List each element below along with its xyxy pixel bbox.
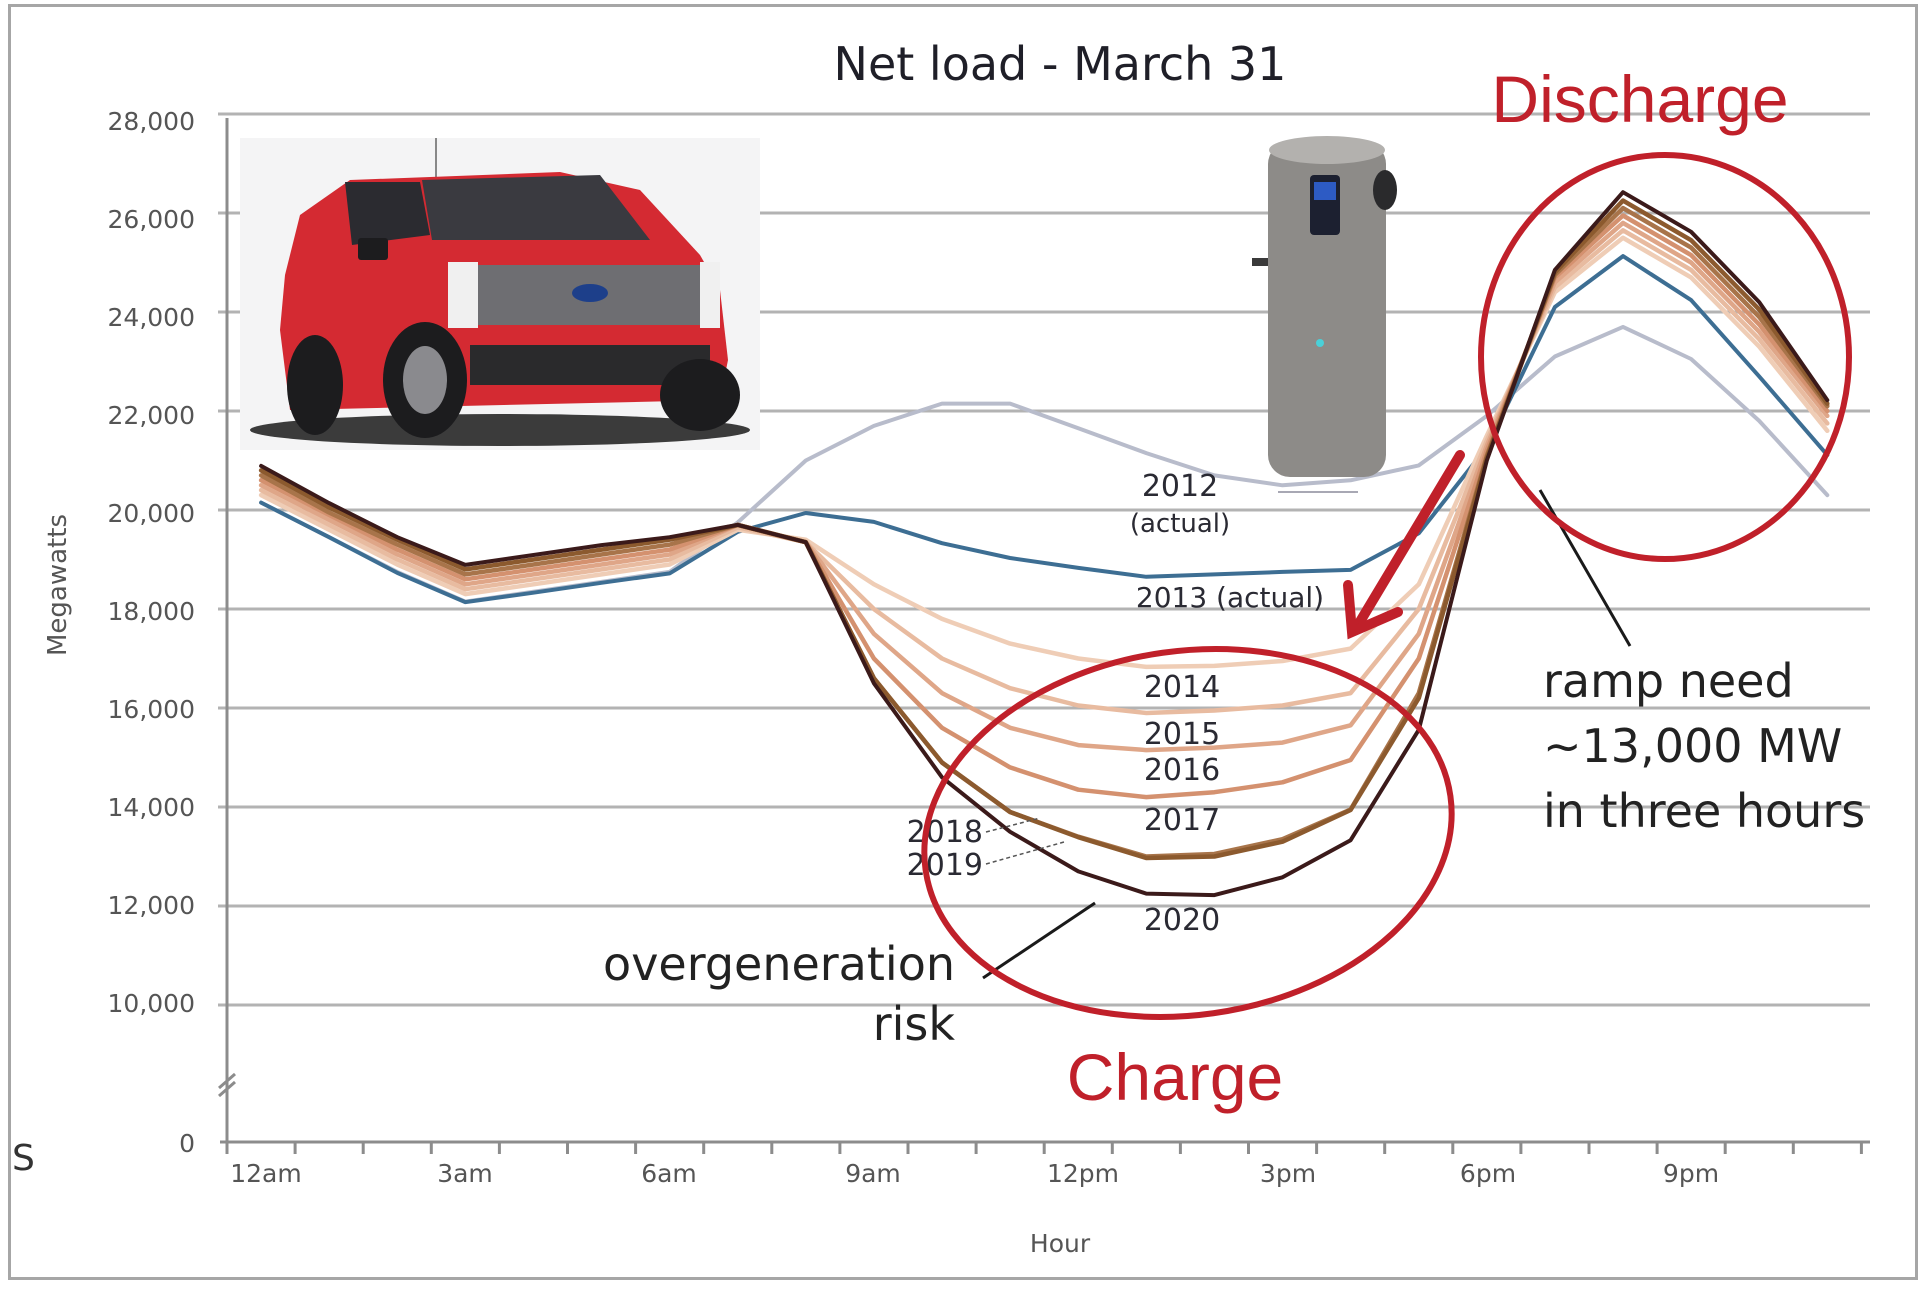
edge-letter: S <box>12 1138 35 1179</box>
x-tick-label: 6am <box>641 1159 697 1188</box>
y-tick-label: 14,000 <box>108 793 195 822</box>
ramp-mw-text: ~13,000 MW <box>1543 719 1842 773</box>
series-line-2015 <box>258 228 1830 716</box>
label-2016: 2016 <box>1144 753 1220 788</box>
electric-pickup-truck-photo <box>240 138 760 450</box>
ramp-need-text: ramp need <box>1543 654 1794 708</box>
x-tick-label: 9pm <box>1663 1159 1719 1188</box>
series-line-2013 <box>259 254 1830 605</box>
x-tick-label: 6pm <box>1460 1159 1516 1188</box>
label-2017: 2017 <box>1144 803 1220 838</box>
series-line-2014 <box>258 235 1830 670</box>
charge-label: Charge <box>1067 1040 1283 1114</box>
series-labels: 2012 (actual) 2013 (actual) 2014 2015 20… <box>907 469 1324 938</box>
discharge-circle <box>1478 152 1852 562</box>
overgeneration-annotation: overgeneration risk <box>603 901 1096 1051</box>
ramp-hours-text: in three hours <box>1543 784 1865 838</box>
x-axis-label: Hour <box>1030 1229 1091 1258</box>
charge-annotation: Charge <box>921 646 1455 1114</box>
series-line-2020 <box>259 190 1830 898</box>
y-tick-label: 16,000 <box>108 695 195 724</box>
x-tick-label: 12pm <box>1047 1159 1119 1188</box>
series-lines <box>258 190 1830 898</box>
series-line-2017 <box>258 213 1830 800</box>
label-2018: 2018 <box>907 815 983 850</box>
axis-break-icon <box>218 1072 236 1098</box>
charge-circle <box>921 646 1455 1020</box>
x-tick-label: 12am <box>230 1159 301 1188</box>
series-line-2016 <box>258 220 1830 753</box>
discharge-label: Discharge <box>1491 62 1788 136</box>
label-2020: 2020 <box>1144 903 1220 938</box>
label-2012-actual: (actual) <box>1130 509 1230 539</box>
label-2013: 2013 (actual) <box>1136 581 1324 614</box>
arrow-icon <box>1343 450 1465 640</box>
y-tick-label: 0 <box>179 1129 195 1158</box>
overgeneration-text: overgeneration <box>603 937 955 991</box>
x-ticks <box>225 1142 1863 1154</box>
x-tick-label: 3am <box>437 1159 493 1188</box>
y-axis-label: Megawatts <box>43 514 73 656</box>
label-2015: 2015 <box>1144 717 1220 752</box>
y-tick-label: 12,000 <box>108 891 195 920</box>
label-2012: 2012 <box>1142 469 1218 504</box>
x-tick-label: 9am <box>845 1159 901 1188</box>
ramp-need-annotation: ramp need ~13,000 MW in three hours <box>1538 489 1865 838</box>
y-tick-label: 24,000 <box>108 303 195 332</box>
heat-pump-water-heater-photo <box>1252 136 1397 493</box>
discharge-annotation: Discharge <box>1478 62 1852 562</box>
label-2014: 2014 <box>1144 670 1220 705</box>
label-2019: 2019 <box>907 848 983 883</box>
y-tick-label: 22,000 <box>108 401 195 430</box>
risk-text: risk <box>873 997 956 1051</box>
x-tick-label: 3pm <box>1260 1159 1316 1188</box>
x-tick-labels: 12am 3am 6am 9am 12pm 3pm 6pm 9pm <box>230 1159 1719 1188</box>
y-tick-label: 18,000 <box>108 597 195 626</box>
y-tick-label: 20,000 <box>108 499 195 528</box>
y-tick-label: 28,000 <box>108 107 195 136</box>
series-line-2019 <box>258 198 1830 861</box>
y-tick-label: 26,000 <box>108 205 195 234</box>
y-tick-labels: 28,000 26,000 24,000 22,000 20,000 18,00… <box>108 107 195 1158</box>
chart-title: Net load - March 31 <box>834 37 1287 91</box>
y-tick-label: 10,000 <box>108 989 195 1018</box>
